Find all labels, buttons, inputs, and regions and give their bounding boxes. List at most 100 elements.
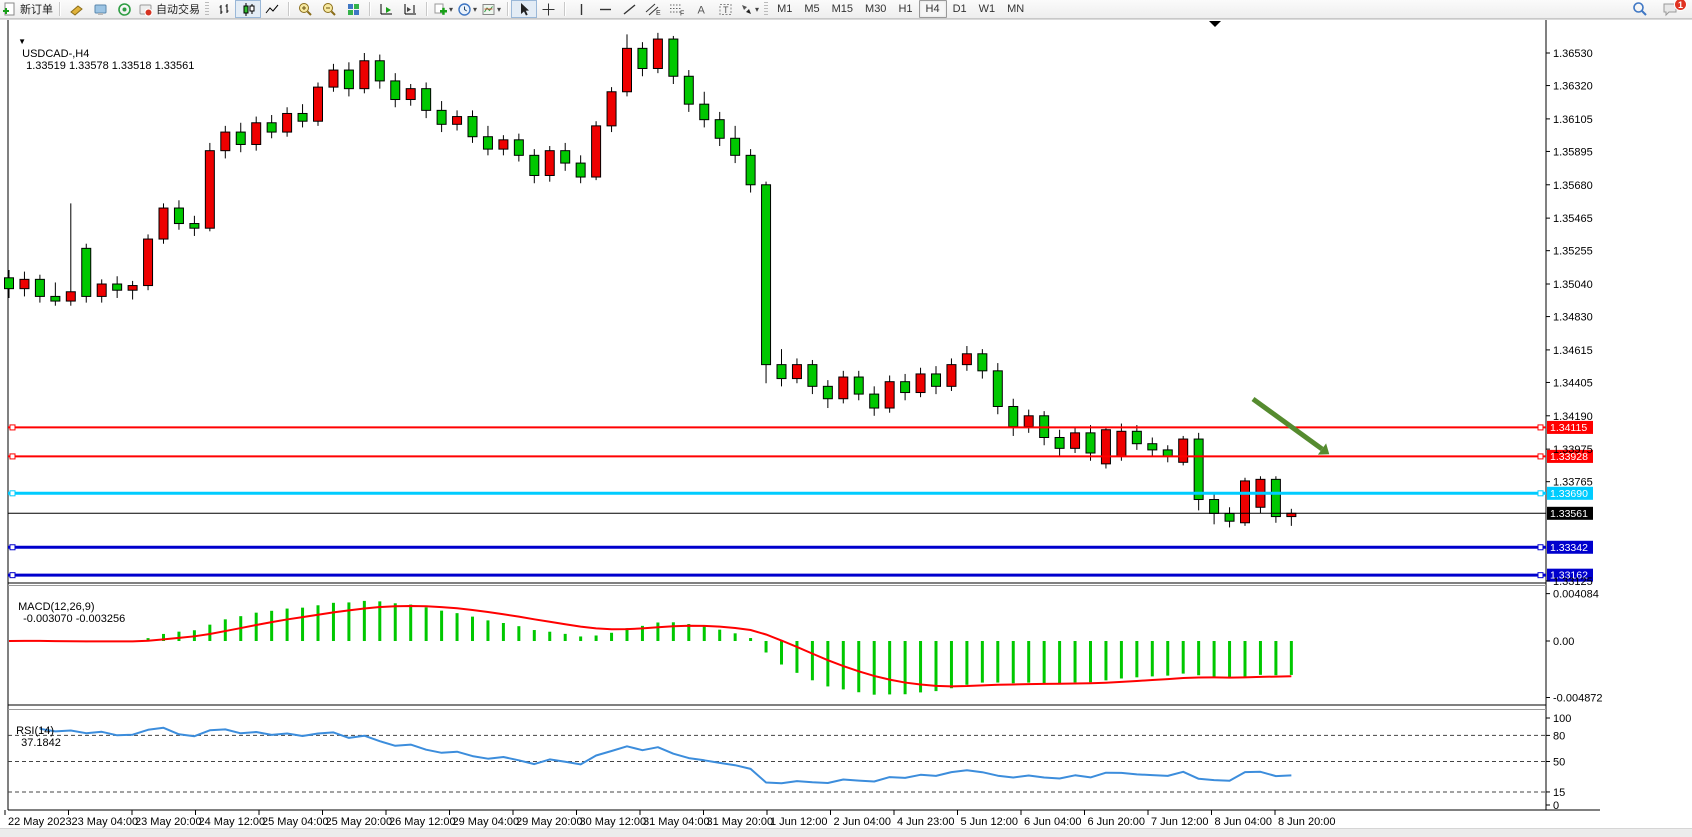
search-icon bbox=[1633, 2, 1647, 16]
indicators-button[interactable]: ▾ bbox=[431, 1, 455, 17]
svg-text:T: T bbox=[723, 5, 729, 15]
metaeditor-button[interactable] bbox=[88, 1, 112, 17]
svg-text:1.34190: 1.34190 bbox=[1553, 411, 1593, 423]
macd-label: MACD(12,26,9) bbox=[18, 601, 95, 613]
svg-text:15: 15 bbox=[1553, 787, 1565, 799]
tile-windows-icon bbox=[347, 3, 359, 15]
bar-chart-button[interactable] bbox=[212, 1, 236, 17]
svg-text:100: 100 bbox=[1553, 713, 1571, 725]
vertical-line-button[interactable] bbox=[569, 1, 593, 17]
crosshair-icon bbox=[542, 3, 555, 15]
svg-text:1.34830: 1.34830 bbox=[1553, 312, 1593, 324]
horizontal-line-object[interactable] bbox=[8, 544, 1546, 551]
auto-scroll-button[interactable] bbox=[374, 1, 398, 17]
arrows-button[interactable]: ▾ bbox=[737, 1, 761, 17]
svg-text:1.33765: 1.33765 bbox=[1553, 477, 1593, 489]
candlestick-chart-icon bbox=[243, 2, 254, 16]
svg-text:80: 80 bbox=[1553, 730, 1565, 742]
svg-text:1.34405: 1.34405 bbox=[1553, 377, 1593, 389]
svg-text:1.33561: 1.33561 bbox=[1550, 508, 1588, 520]
svg-text:1.35255: 1.35255 bbox=[1553, 246, 1593, 258]
text-button[interactable]: A bbox=[689, 1, 713, 17]
new-order-label: 新订单 bbox=[20, 4, 53, 16]
chart-quote: 1.33519 1.33578 1.33518 1.33561 bbox=[26, 60, 195, 72]
zoom-in-button[interactable] bbox=[293, 1, 317, 17]
macd-values: -0.003070 -0.003256 bbox=[23, 613, 126, 625]
tf-h4[interactable]: H4 bbox=[918, 0, 947, 18]
metaeditor-icon bbox=[94, 4, 106, 15]
svg-text:23 May 04:00: 23 May 04:00 bbox=[72, 816, 139, 828]
equidistant-channel-button[interactable]: E bbox=[641, 1, 665, 17]
tf-m5[interactable]: M5 bbox=[804, 3, 820, 15]
tf-m30[interactable]: M30 bbox=[865, 3, 887, 15]
horizontal-line-object[interactable] bbox=[8, 453, 1546, 460]
zoom-in-icon bbox=[298, 2, 312, 16]
gold-icon bbox=[69, 4, 83, 16]
periods-button[interactable]: ▾ bbox=[455, 1, 479, 17]
svg-text:0.00: 0.00 bbox=[1553, 636, 1574, 648]
rsi-indicator-label: RSI(14) 37.1842 bbox=[10, 713, 61, 749]
toolbar-grip bbox=[205, 2, 209, 16]
chart-shift-marker[interactable] bbox=[1209, 21, 1221, 27]
svg-text:1.35465: 1.35465 bbox=[1553, 213, 1593, 225]
separator bbox=[59, 2, 60, 16]
templates-button[interactable]: ▾ bbox=[479, 1, 503, 17]
auto-trading-label: 自动交易 bbox=[156, 4, 200, 16]
tile-windows-button[interactable] bbox=[341, 1, 365, 17]
svg-text:1.33928: 1.33928 bbox=[1550, 451, 1588, 463]
zoom-out-button[interactable] bbox=[317, 1, 341, 17]
rsi-value: 37.1842 bbox=[21, 737, 61, 749]
search-button[interactable] bbox=[1628, 1, 1652, 17]
annotation-arrow[interactable] bbox=[1251, 396, 1330, 455]
tf-d1[interactable]: D1 bbox=[952, 3, 967, 15]
notifications-button[interactable]: 1 bbox=[1658, 0, 1687, 17]
macd-indicator-label: MACD(12,26,9) -0.003070 -0.003256 bbox=[12, 589, 125, 625]
price-badge: 1.33561 bbox=[1547, 506, 1593, 520]
tf-h1[interactable]: H1 bbox=[898, 3, 913, 15]
line-chart-button[interactable] bbox=[260, 1, 284, 17]
new-order-button[interactable]: 新订单 bbox=[0, 1, 55, 17]
signals-button[interactable] bbox=[112, 1, 136, 17]
chart-dropdown-icon[interactable]: ▼ bbox=[18, 37, 27, 46]
separator bbox=[564, 2, 566, 16]
tf-m15[interactable]: M15 bbox=[831, 3, 854, 15]
crosshair-button[interactable] bbox=[536, 1, 560, 17]
macd-histogram bbox=[22, 600, 1293, 695]
text-label-button[interactable]: T bbox=[713, 1, 737, 17]
trendline-button[interactable] bbox=[617, 1, 641, 17]
svg-text:4 Jun 23:00: 4 Jun 23:00 bbox=[897, 816, 955, 828]
chart-symbol-title: USDCAD-,H4 bbox=[22, 48, 90, 60]
svg-text:-0.004872: -0.004872 bbox=[1553, 693, 1603, 705]
svg-text:6 Jun 20:00: 6 Jun 20:00 bbox=[1088, 816, 1146, 828]
svg-text:8 Jun 04:00: 8 Jun 04:00 bbox=[1215, 816, 1273, 828]
horizontal-line-object[interactable] bbox=[8, 490, 1546, 497]
dropdown-caret: ▾ bbox=[449, 4, 454, 14]
dropdown-caret: ▾ bbox=[497, 4, 502, 14]
dropdown-caret: ▾ bbox=[473, 4, 478, 14]
tf-mn[interactable]: MN bbox=[1007, 3, 1025, 15]
svg-text:1.34115: 1.34115 bbox=[1550, 422, 1587, 434]
chart-shift-button[interactable] bbox=[398, 1, 422, 17]
chart-title-bar[interactable]: ▼ USDCAD-,H4 1.33519 1.33578 1.33518 1.3… bbox=[12, 24, 194, 72]
svg-text:30 May 12:00: 30 May 12:00 bbox=[580, 816, 647, 828]
svg-text:29 May 20:00: 29 May 20:00 bbox=[516, 816, 583, 828]
chart-shift-icon bbox=[404, 3, 416, 14]
gold-button[interactable] bbox=[64, 1, 88, 17]
text-label-icon: T bbox=[719, 3, 732, 15]
cursor-icon bbox=[520, 2, 529, 15]
svg-text:1.33690: 1.33690 bbox=[1550, 488, 1588, 500]
svg-text:29 May 04:00: 29 May 04:00 bbox=[453, 816, 520, 828]
svg-text:1.33162: 1.33162 bbox=[1550, 570, 1588, 582]
horizontal-line-object[interactable] bbox=[8, 572, 1546, 579]
horizontal-line-button[interactable] bbox=[593, 1, 617, 17]
auto-trading-button[interactable]: 自动交易 bbox=[136, 1, 202, 17]
price-badge: 1.34115 bbox=[1547, 420, 1593, 434]
tf-m1[interactable]: M1 bbox=[777, 3, 793, 15]
svg-text:0: 0 bbox=[1553, 800, 1559, 812]
toolbar: 新订单 自动交易 bbox=[0, 0, 1692, 19]
fibonacci-button[interactable]: F bbox=[665, 1, 689, 17]
tf-w1[interactable]: W1 bbox=[978, 3, 996, 15]
cursor-button[interactable] bbox=[511, 0, 538, 18]
candlestick-chart-button[interactable] bbox=[235, 0, 261, 18]
